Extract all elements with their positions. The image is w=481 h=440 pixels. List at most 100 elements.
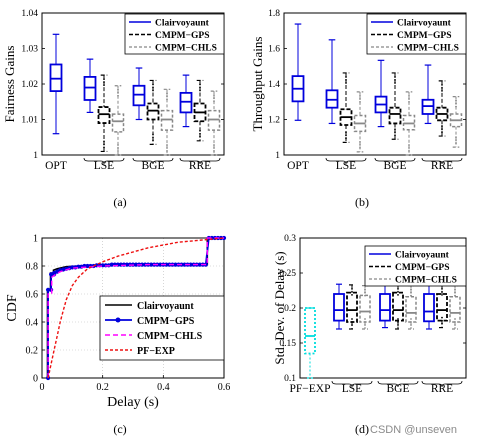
series-point	[188, 262, 193, 267]
outlier-marker	[441, 288, 443, 290]
outlier-marker	[364, 324, 366, 326]
outlier-marker	[364, 321, 366, 323]
box-body	[392, 291, 404, 322]
outlier-marker	[152, 133, 154, 136]
group-brace	[377, 380, 419, 388]
box-bge-s0	[132, 67, 146, 121]
outlier-marker	[152, 89, 154, 92]
box-rre-s0	[179, 74, 193, 128]
legend-label: Clairvoyaunt	[395, 251, 450, 261]
outlier-marker	[351, 318, 353, 320]
series-point	[173, 262, 178, 267]
x-axis-label: Delay (s)	[107, 395, 159, 410]
outlier-marker	[394, 82, 396, 84]
box-pfexp-s3	[304, 307, 316, 379]
outlier-marker	[152, 86, 154, 89]
legend-label: CMPM−GPS	[397, 31, 452, 41]
outlier-marker	[408, 100, 410, 103]
outlier-marker	[213, 100, 215, 102]
watermark-text: CSDN @unseven	[370, 424, 457, 436]
group-label: RRE	[431, 160, 453, 172]
outlier-marker	[408, 150, 410, 152]
outlier-marker	[103, 146, 105, 149]
group-brace	[132, 157, 174, 165]
outlier-marker	[166, 95, 168, 98]
box-body	[379, 293, 391, 322]
box-body	[333, 293, 345, 322]
outlier-marker	[152, 139, 154, 142]
group-label: BGE	[384, 160, 407, 172]
outlier-marker	[199, 129, 201, 132]
legend-label: CMPM−CHLS	[137, 331, 203, 342]
box-bge-s2	[405, 285, 417, 330]
outlier-marker	[454, 291, 456, 294]
x-tick-label: 0.4	[157, 382, 170, 393]
box-body	[402, 114, 416, 131]
outlier-marker	[345, 79, 347, 81]
group-label: LSE	[336, 160, 356, 172]
legend-label: Clairvoyaunt	[155, 19, 210, 29]
outlier-marker	[351, 294, 353, 296]
outlier-marker	[454, 294, 456, 297]
outlier-marker	[441, 125, 443, 127]
box-bge-s1	[392, 284, 404, 330]
outlier-marker	[441, 83, 443, 86]
legend: Clairvoyaunt CMPM−GPS CMPM−CHLS PF−EXP	[99, 295, 225, 361]
outlier-marker	[455, 102, 457, 105]
series-point	[109, 262, 114, 267]
y-tick-label: 0.2	[284, 304, 296, 314]
outlier-marker	[213, 150, 215, 152]
outlier-marker	[359, 100, 361, 103]
box-bge-s0	[374, 59, 388, 128]
legend-label: CMPM−GPS	[395, 263, 450, 273]
outlier-marker	[454, 321, 456, 323]
box-bge-s0	[379, 284, 391, 329]
outlier-marker	[345, 137, 347, 140]
outlier-marker	[166, 92, 168, 95]
outlier-marker	[152, 83, 154, 86]
group-label: RRE	[189, 160, 211, 172]
outlier-marker	[213, 144, 215, 146]
outlier-marker	[408, 144, 410, 146]
outlier-marker	[410, 294, 412, 297]
box-rre-s2	[207, 90, 221, 156]
outlier-marker	[199, 135, 201, 138]
outlier-marker	[364, 294, 366, 297]
outlier-marker	[345, 134, 347, 137]
group-label: LSE	[342, 383, 362, 395]
outlier-marker	[166, 147, 168, 149]
outlier-marker	[441, 86, 443, 89]
legend: Clairvoyaunt CMPM−GPS CMPM−CHLS	[364, 245, 467, 287]
box-body	[359, 294, 371, 323]
outlier-marker	[410, 288, 412, 291]
legend-label: CMPM−GPS	[137, 316, 195, 327]
outlier-marker	[103, 140, 105, 143]
box-body	[423, 293, 435, 323]
outlier-marker	[166, 98, 168, 101]
group-brace	[331, 380, 373, 388]
outlier-marker	[351, 321, 353, 323]
group-brace	[179, 157, 221, 165]
outlier-marker	[397, 288, 399, 290]
y-tick-label: 1.01	[21, 116, 38, 126]
outlier-marker	[454, 324, 456, 326]
outlier-marker	[455, 136, 457, 139]
box-lse-s0	[333, 283, 345, 330]
outlier-marker	[345, 76, 347, 78]
x-tick-label: 0.2	[96, 382, 109, 393]
outlier-marker	[408, 94, 410, 97]
box-lse-s1	[346, 284, 358, 330]
box-rre-s2	[449, 96, 463, 148]
outlier-marker	[394, 76, 396, 78]
outlier-marker	[408, 97, 410, 100]
box-lse-s2	[111, 85, 125, 156]
outlier-marker	[213, 97, 215, 99]
outlier-marker	[454, 318, 456, 320]
outlier-marker	[103, 143, 105, 146]
outlier-marker	[441, 128, 443, 130]
outlier-marker	[410, 318, 412, 320]
outlier-marker	[441, 291, 443, 293]
box-rre-s2	[449, 285, 461, 330]
panel-caption: (c)	[113, 422, 126, 436]
group-brace	[83, 157, 125, 165]
